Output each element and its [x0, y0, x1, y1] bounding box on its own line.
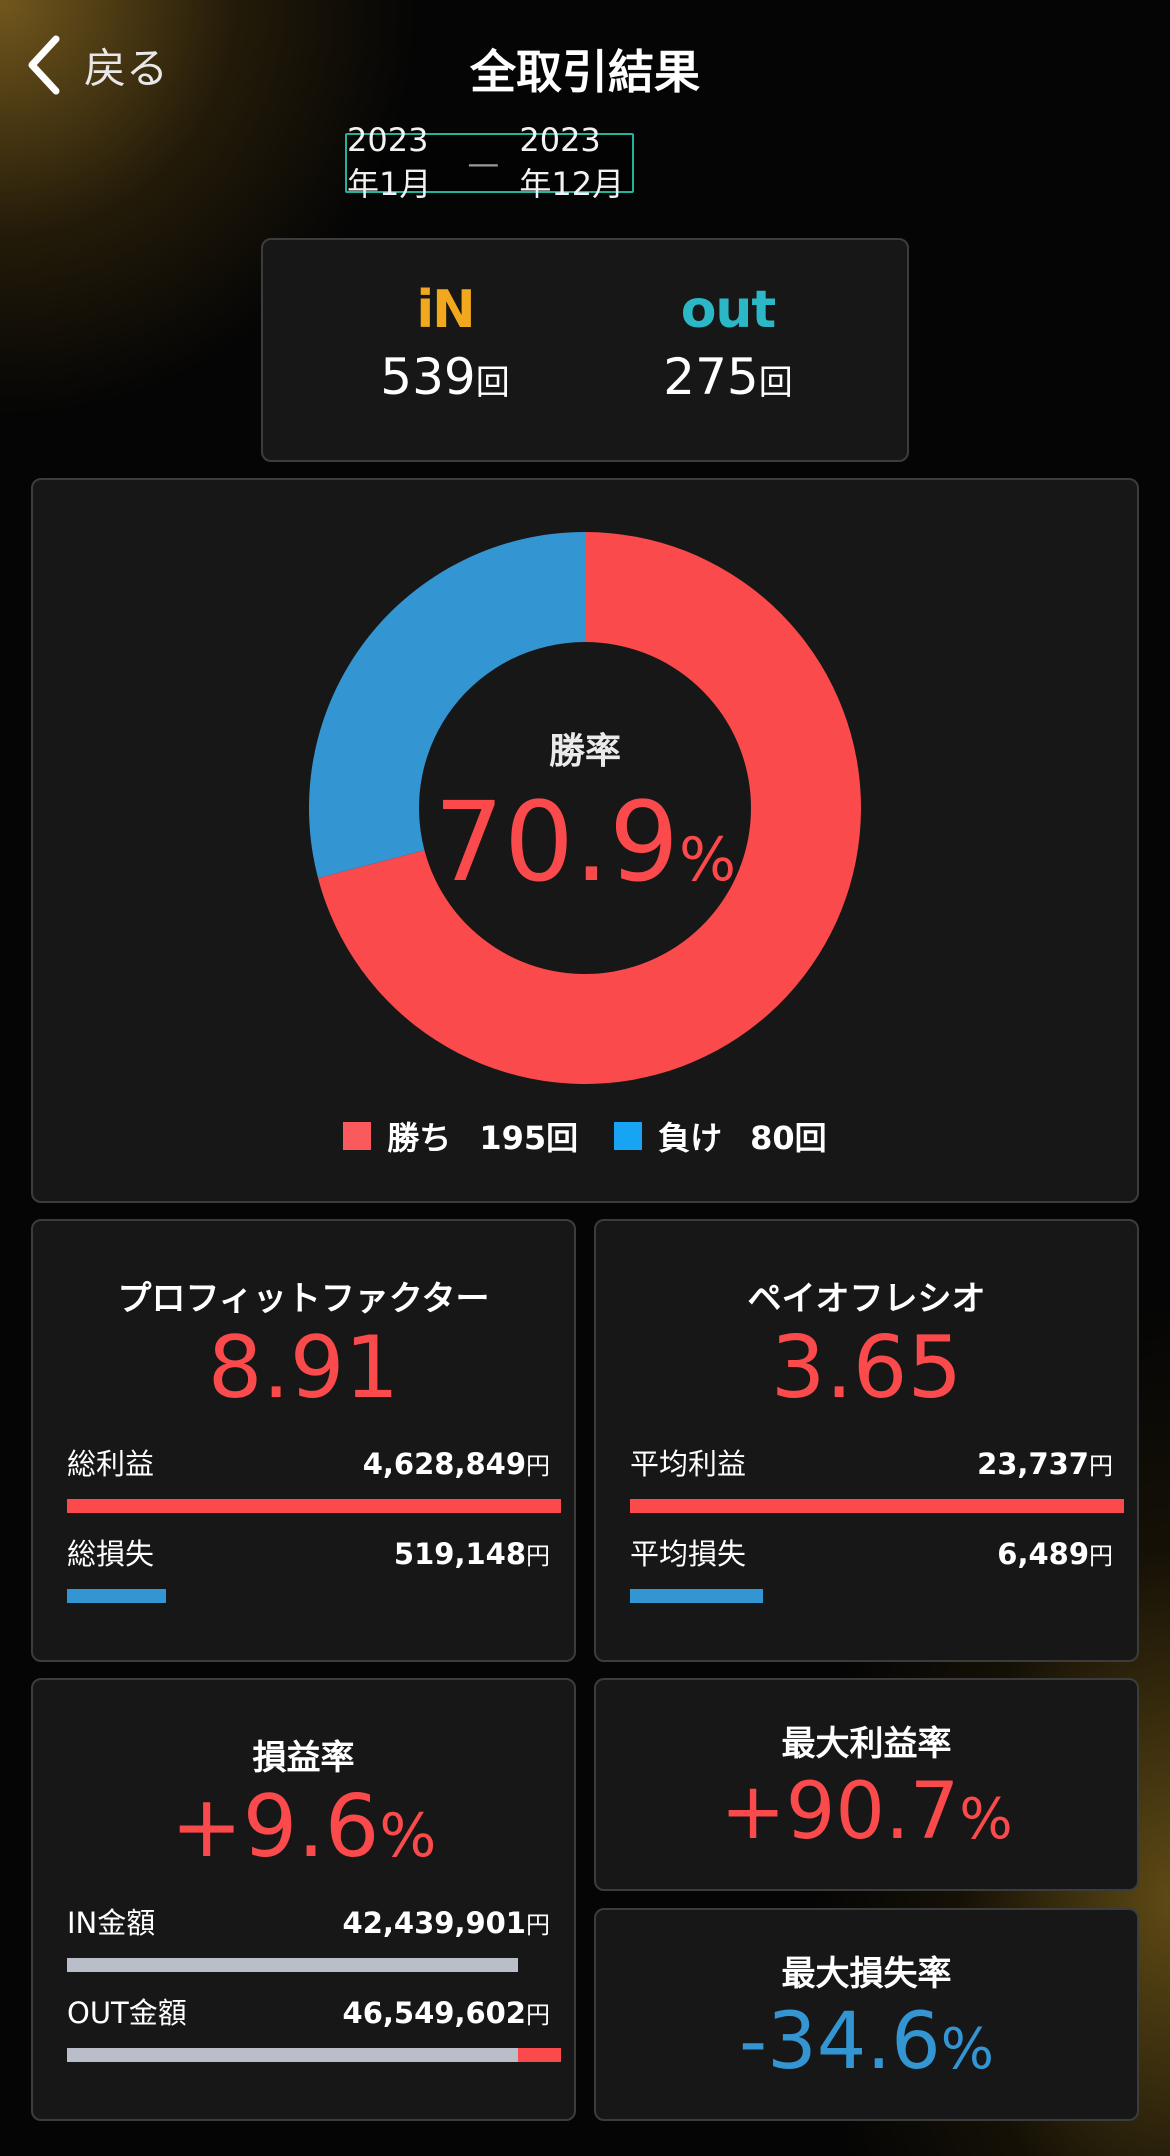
chevron-left-icon	[28, 35, 60, 95]
back-label: 戻る	[84, 43, 169, 93]
win-rate-unit: %	[678, 825, 736, 895]
total-loss-label: 総損失	[67, 1537, 155, 1571]
max-profit-rate-value: +90.7%	[596, 1767, 1137, 1857]
total-profit-bar	[67, 1499, 561, 1513]
in-logo: iN	[416, 280, 475, 340]
back-button[interactable]: 戻る	[24, 30, 168, 100]
legend-swatch-win	[343, 1122, 372, 1150]
profit-loss-rate-card: 損益率 +9.6% IN金額 42,439,901円 OUT金額 46,549,…	[31, 1678, 576, 2121]
avg-profit-unit: 円	[1089, 1452, 1113, 1480]
out-amount-unit: 円	[526, 2001, 550, 2029]
out-logo: out	[680, 280, 777, 340]
period-separator: —	[467, 144, 500, 182]
max-profit-rate-title: 最大利益率	[781, 1724, 952, 1764]
legend-item-win: 勝ち 195回	[343, 1113, 578, 1159]
avg-loss-label: 平均損失	[630, 1537, 747, 1571]
in-count-group: iN 539回	[325, 280, 565, 406]
total-profit-value: 4,628,849	[362, 1447, 526, 1481]
in-amount-value: 42,439,901	[342, 1906, 526, 1940]
in-amount-row: IN金額 42,439,901円	[67, 1900, 550, 1942]
win-rate-value: 70.9%	[0, 778, 1170, 906]
payoff-ratio-card: ペイオフレシオ 3.65 平均利益 23,737円 平均損失 6,489円	[594, 1219, 1139, 1662]
legend-swatch-loss	[614, 1122, 643, 1150]
profit-loss-rate-unit: %	[379, 1801, 437, 1871]
profit-factor-title: プロフィットファクター	[117, 1279, 490, 1319]
total-profit-unit: 円	[526, 1452, 550, 1480]
in-count: 539	[380, 348, 476, 406]
total-loss-value: 519,148	[393, 1537, 526, 1571]
max-loss-rate-unit: %	[940, 2017, 995, 2082]
out-count-group: out 275回	[608, 280, 848, 406]
total-profit-row: 総利益 4,628,849円	[67, 1441, 550, 1483]
legend-win-label: 勝ち	[387, 1119, 452, 1157]
in-amount-label: IN金額	[67, 1906, 156, 1940]
chart-legend: 勝ち 195回 負け 80回	[0, 1113, 1170, 1159]
profit-loss-rate-value: +9.6%	[33, 1777, 574, 1877]
in-count-unit: 回	[475, 363, 510, 403]
profit-loss-rate-number: +9.6	[170, 1777, 380, 1877]
period-selector[interactable]: 2023年1月 — 2023年12月	[345, 121, 634, 203]
avg-loss-bar	[630, 1589, 764, 1603]
legend-item-loss: 負け 80回	[614, 1113, 827, 1159]
avg-profit-row: 平均利益 23,737円	[630, 1441, 1113, 1483]
legend-win-count: 195回	[479, 1119, 579, 1157]
in-amount-bar	[67, 1958, 518, 1972]
in-amount-unit: 円	[526, 1911, 550, 1939]
trade-count-card: iN 539回 out 275回	[261, 238, 909, 462]
max-profit-rate-card: 最大利益率 +90.7%	[594, 1678, 1139, 1891]
avg-loss-row: 平均損失 6,489円	[630, 1531, 1113, 1573]
max-loss-rate-title: 最大損失率	[781, 1954, 952, 1994]
donut-slice-loss	[308, 532, 585, 879]
period-start: 2023年1月	[347, 121, 432, 203]
win-rate-number: 70.9	[434, 778, 679, 906]
max-profit-rate-number: +90.7	[720, 1767, 960, 1857]
avg-profit-label: 平均利益	[630, 1447, 747, 1481]
page-title: 全取引結果	[470, 45, 700, 99]
total-loss-unit: 円	[526, 1542, 550, 1570]
legend-loss-count: 80回	[750, 1119, 827, 1157]
profit-factor-card: プロフィットファクター 8.91 総利益 4,628,849円 総損失 519,…	[31, 1219, 576, 1662]
avg-loss-value: 6,489	[997, 1537, 1089, 1571]
max-loss-rate-card: 最大損失率 -34.6%	[594, 1908, 1139, 2121]
out-amount-bar-base	[67, 2048, 518, 2062]
win-rate-donut-chart	[308, 532, 861, 1084]
profit-loss-rate-title: 損益率	[252, 1738, 355, 1778]
out-amount-label: OUT金額	[67, 1996, 187, 2030]
avg-loss-unit: 円	[1089, 1542, 1113, 1570]
profit-factor-value: 8.91	[207, 1318, 400, 1418]
total-loss-bar	[67, 1589, 166, 1603]
out-count: 275	[663, 348, 759, 406]
out-count-unit: 回	[758, 363, 793, 403]
out-amount-value: 46,549,602	[342, 1996, 526, 2030]
avg-profit-value: 23,737	[977, 1447, 1089, 1481]
donut-slice-win	[318, 532, 861, 1084]
win-rate-label: 勝率	[548, 731, 621, 772]
total-loss-row: 総損失 519,148円	[67, 1531, 550, 1573]
avg-profit-bar	[630, 1499, 1124, 1513]
total-profit-label: 総利益	[67, 1447, 155, 1481]
max-loss-rate-number: -34.6	[738, 1997, 941, 2087]
period-end: 2023年12月	[519, 121, 625, 203]
max-loss-rate-value: -34.6%	[596, 1997, 1137, 2087]
out-amount-row: OUT金額 46,549,602円	[67, 1990, 550, 2032]
max-profit-rate-unit: %	[959, 1787, 1013, 1852]
payoff-ratio-value: 3.65	[770, 1318, 963, 1418]
payoff-ratio-title: ペイオフレシオ	[747, 1279, 986, 1319]
legend-loss-label: 負け	[658, 1119, 723, 1157]
